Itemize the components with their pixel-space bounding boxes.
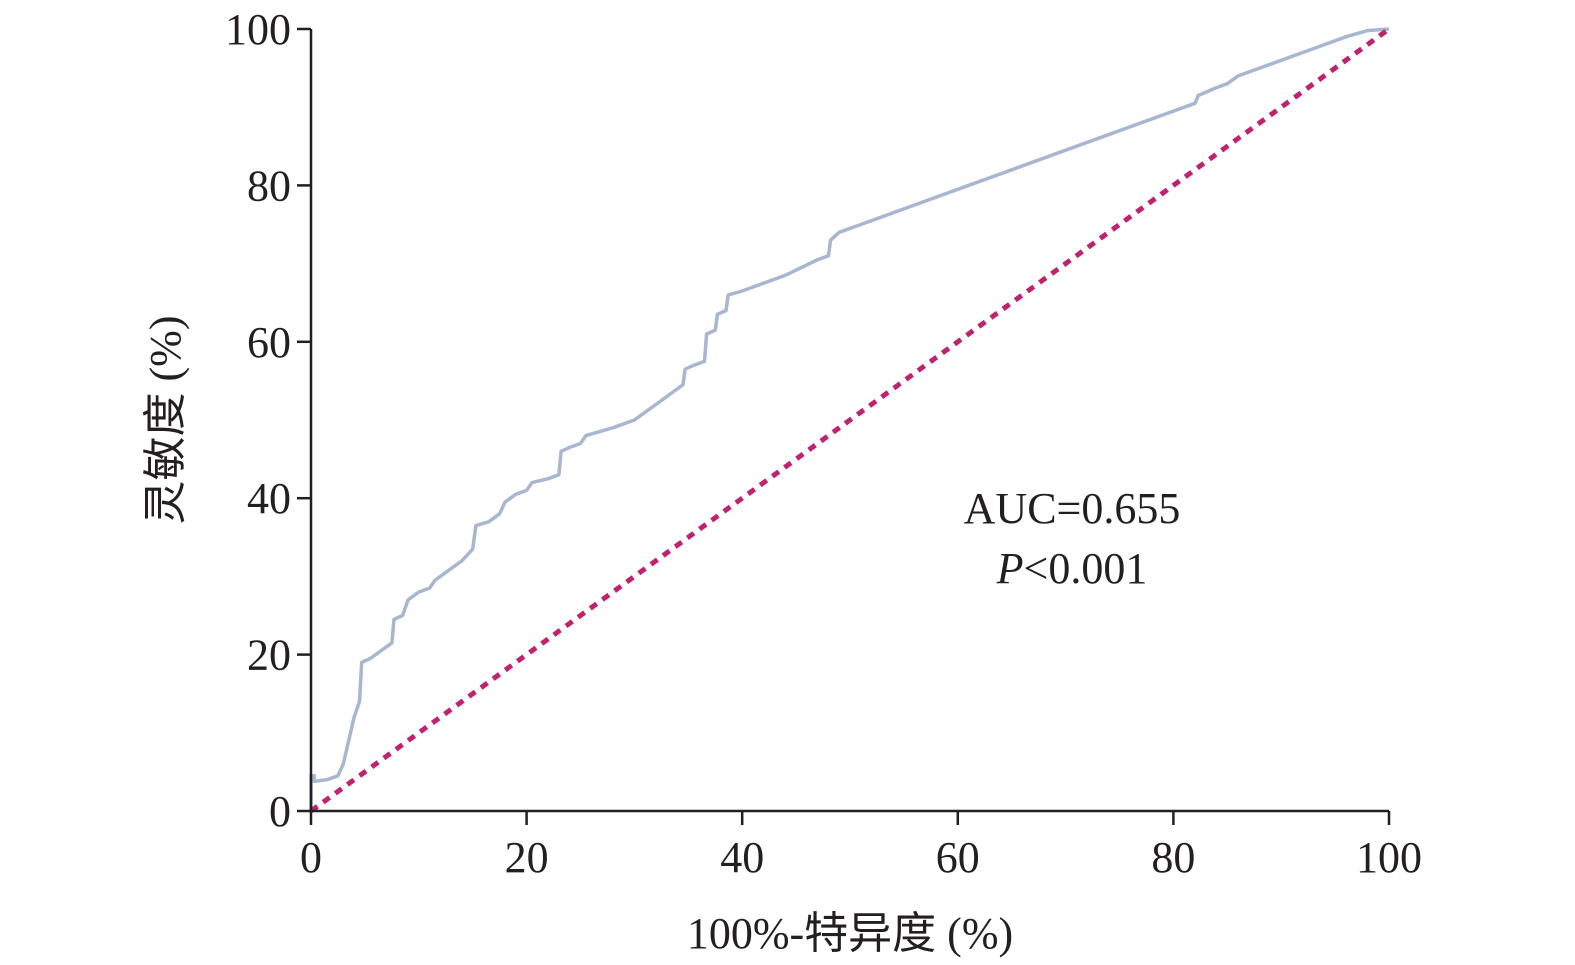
x-tick-label: 20: [505, 833, 549, 882]
y-tick-label: 60: [247, 318, 291, 367]
roc-curve-line: [309, 27, 1390, 811]
y-tick-label: 100: [225, 5, 291, 54]
y-tick-label: 20: [247, 631, 291, 680]
p-value: <0.001: [1024, 544, 1148, 593]
y-tick-label: 0: [269, 787, 291, 836]
p-symbol: P: [996, 544, 1024, 593]
x-tick-label: 0: [300, 833, 322, 882]
y-tick-label: 40: [247, 474, 291, 523]
auc-annotation: AUC=0.655: [964, 484, 1181, 533]
y-tick-label: 80: [247, 161, 291, 210]
x-axis-title: 100%-特异度 (%): [687, 909, 1013, 958]
x-tick-label: 100: [1356, 833, 1422, 882]
axes: [297, 27, 1391, 825]
x-tick-label: 40: [720, 833, 764, 882]
plot-area: [309, 26, 1391, 814]
tick-labels: 0 20 40 60 80 100 0 20 40 60 80 100: [225, 5, 1422, 882]
reference-line: [309, 26, 1391, 814]
x-tick-label: 60: [936, 833, 980, 882]
x-tick-label: 80: [1151, 833, 1195, 882]
y-axis-title: 灵敏度 (%): [141, 316, 190, 525]
p-value-annotation: P<0.001: [996, 544, 1148, 593]
